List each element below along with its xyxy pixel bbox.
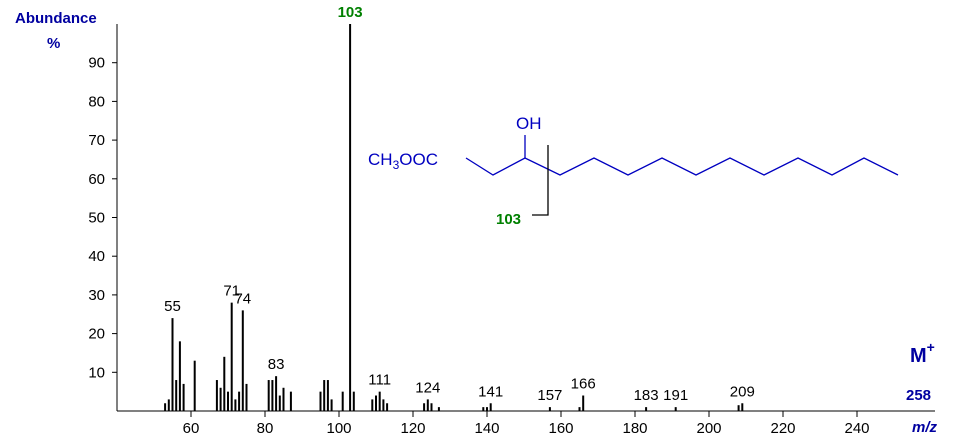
peak-label: 71	[223, 283, 240, 300]
x-tick-label: 180	[622, 420, 647, 437]
peak	[741, 403, 744, 411]
x-tick-label: 220	[770, 420, 795, 437]
chain	[465, 157, 899, 176]
peak	[330, 399, 333, 411]
y-tick-label: 40	[88, 248, 105, 265]
y-tick-label: 80	[88, 93, 105, 110]
peak	[267, 380, 270, 411]
x-tick-label: 120	[400, 420, 425, 437]
x-tick-label: 100	[326, 420, 351, 437]
peak	[482, 407, 485, 411]
peak	[341, 391, 344, 411]
peak	[275, 376, 278, 411]
ion-mz: 258	[906, 387, 931, 404]
y-tick-label: 90	[88, 55, 105, 72]
y-tick-label: 10	[88, 364, 105, 381]
peak	[219, 387, 222, 411]
peak	[323, 380, 326, 411]
y-tick-label: 70	[88, 132, 105, 149]
peak-label: 55	[164, 298, 181, 315]
peak	[271, 380, 274, 411]
peak-label: 209	[730, 383, 755, 400]
ester-sub: 3	[393, 158, 400, 172]
ester: CH3OOC	[368, 150, 438, 172]
peak	[426, 399, 429, 411]
x-tick-label: 160	[548, 420, 573, 437]
peak-label: 103	[338, 4, 363, 21]
y-unit: %	[47, 35, 60, 52]
peak	[349, 24, 352, 411]
peak	[289, 391, 292, 411]
peak	[171, 318, 174, 411]
peak	[378, 391, 381, 411]
peak	[737, 405, 740, 411]
peak	[230, 302, 233, 411]
peak	[352, 391, 355, 411]
peak	[674, 407, 677, 411]
peak	[319, 391, 322, 411]
peak	[548, 407, 551, 411]
peak-label: 166	[571, 376, 596, 393]
peak	[234, 399, 237, 411]
peak	[175, 380, 178, 411]
peak	[282, 387, 285, 411]
peak	[582, 395, 585, 411]
peak	[178, 341, 181, 411]
peak	[167, 399, 170, 411]
hydroxyl: OH	[516, 114, 542, 133]
peak-label: 111	[368, 372, 391, 389]
x-tick-label: 240	[844, 420, 869, 437]
peak	[215, 380, 218, 411]
peak-label: 183	[634, 387, 659, 404]
x-tick-label: 140	[474, 420, 499, 437]
peak-label: 141	[478, 383, 503, 400]
fragment-label: 103	[496, 211, 521, 228]
peak	[371, 399, 374, 411]
y-tick-label: 30	[88, 287, 105, 304]
peak-label: 83	[268, 356, 285, 373]
peak-label: 124	[415, 379, 440, 396]
peak	[326, 380, 329, 411]
peak-label: 191	[663, 387, 688, 404]
ion-label: M	[910, 345, 927, 367]
peak	[238, 391, 241, 411]
structure	[465, 135, 899, 216]
ion-charge: +	[927, 339, 935, 355]
peak	[182, 383, 185, 411]
peak	[382, 399, 385, 411]
peak	[489, 403, 492, 411]
peak	[278, 395, 281, 411]
x-title: m/z	[912, 419, 938, 436]
cleavage	[532, 145, 549, 216]
y-title: Abundance	[15, 10, 97, 27]
peak	[375, 395, 377, 411]
peak	[486, 407, 488, 411]
ester-b: OOC	[399, 150, 438, 169]
y-tick-label: 50	[88, 210, 105, 227]
peak	[245, 383, 248, 411]
molecular-ion: M+	[910, 339, 935, 367]
peak	[386, 403, 389, 411]
x-tick-label: 200	[696, 420, 721, 437]
peak	[430, 403, 433, 411]
peak	[578, 407, 581, 411]
peak	[423, 403, 426, 411]
x-tick-label: 60	[183, 420, 200, 437]
peak	[437, 407, 440, 411]
y-tick-label: 60	[88, 171, 105, 188]
x-tick-label: 80	[257, 420, 274, 437]
peak	[223, 356, 226, 411]
peak	[164, 403, 167, 411]
peak	[645, 407, 648, 411]
ester-a: CH	[368, 150, 393, 169]
peak-label: 157	[537, 387, 562, 404]
peak-label: 74	[234, 290, 251, 307]
peak	[241, 310, 244, 411]
peak	[227, 391, 229, 411]
peak	[193, 360, 196, 411]
y-tick-label: 20	[88, 326, 105, 343]
